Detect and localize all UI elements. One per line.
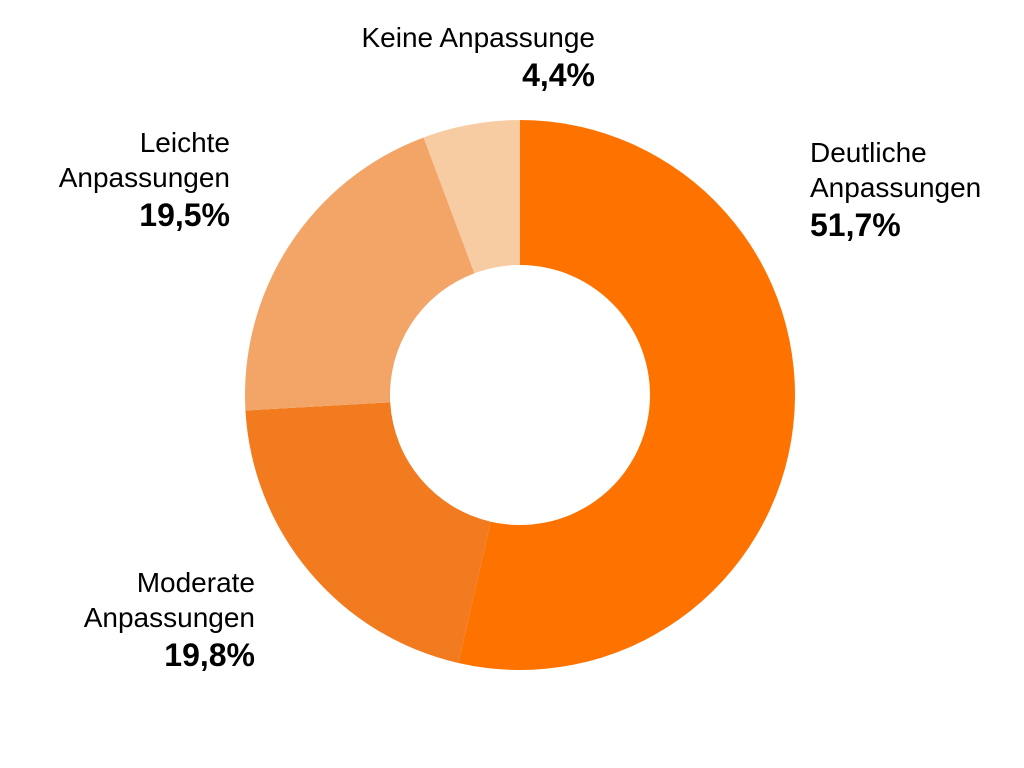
label-moderate-pct: 19,8% xyxy=(84,635,255,675)
label-moderate-name-line-1: Anpassungen xyxy=(84,600,255,635)
label-moderate: ModerateAnpassungen19,8% xyxy=(84,565,255,675)
label-keine-name-line-0: Keine Anpassunge xyxy=(361,20,595,55)
donut-chart: DeutlicheAnpassungen51,7%ModerateAnpassu… xyxy=(0,0,1024,768)
label-keine-pct: 4,4% xyxy=(361,55,595,95)
label-deutliche-name-line-1: Anpassungen xyxy=(810,170,981,205)
label-leichte: LeichteAnpassungen19,5% xyxy=(59,125,230,235)
label-leichte-name-line-1: Anpassungen xyxy=(59,160,230,195)
label-deutliche-name-line-0: Deutliche xyxy=(810,135,981,170)
label-deutliche: DeutlicheAnpassungen51,7% xyxy=(810,135,981,245)
label-deutliche-pct: 51,7% xyxy=(810,205,981,245)
label-moderate-name-line-0: Moderate xyxy=(84,565,255,600)
slice-moderate xyxy=(245,402,490,663)
label-keine: Keine Anpassunge4,4% xyxy=(361,20,595,95)
label-leichte-name-line-0: Leichte xyxy=(59,125,230,160)
label-leichte-pct: 19,5% xyxy=(59,195,230,235)
